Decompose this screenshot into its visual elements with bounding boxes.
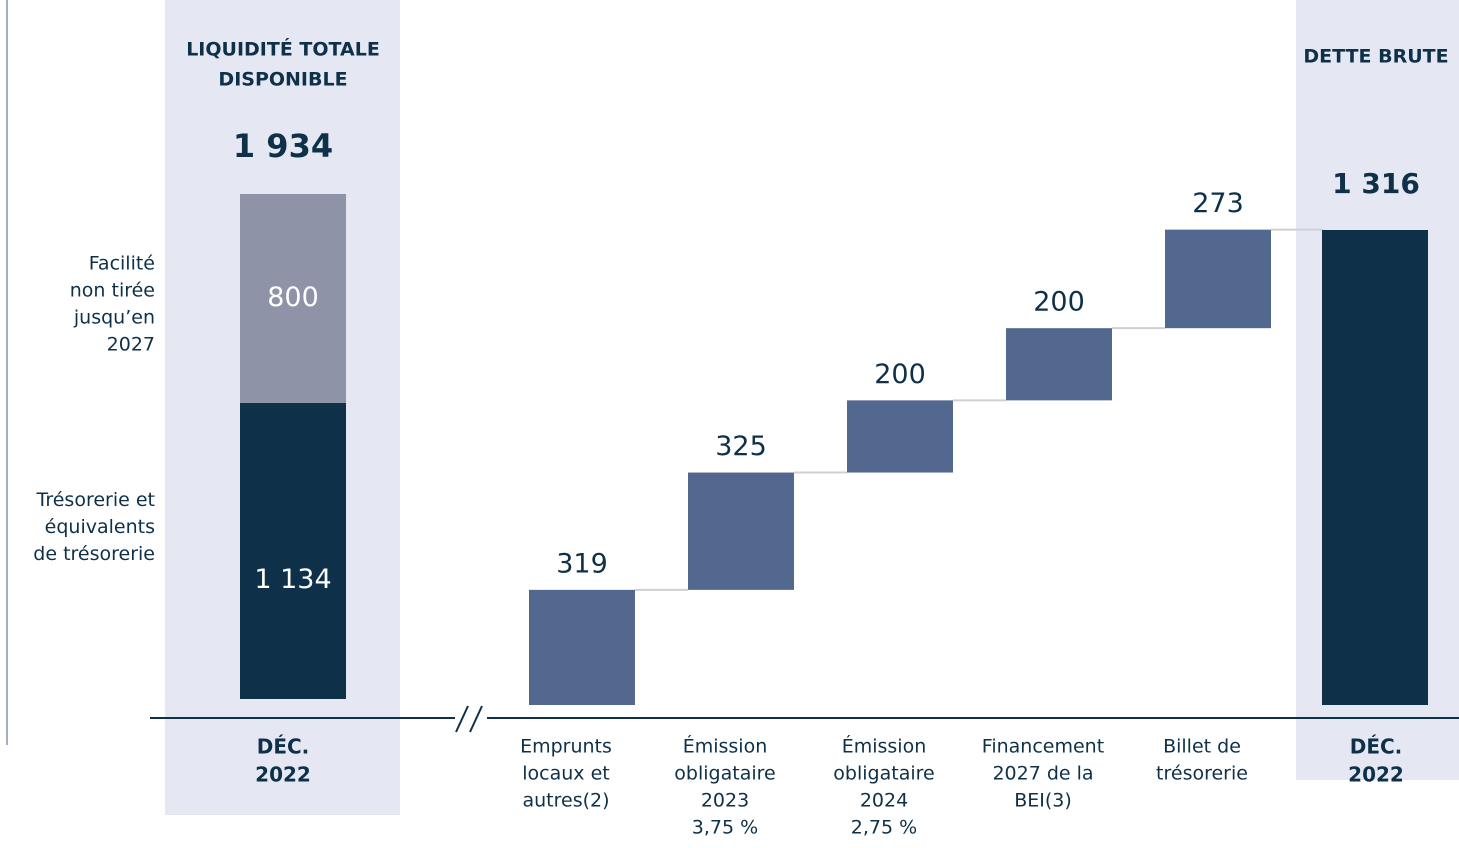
x-tick-label: Émission <box>683 735 768 758</box>
total-bar <box>1322 230 1428 705</box>
total-label: 1 934 <box>233 127 333 165</box>
value-label: 1 134 <box>254 564 331 595</box>
x-tick-label: 2022 <box>1348 763 1404 787</box>
x-tick-label: Billet de <box>1163 736 1241 758</box>
value-label: 200 <box>1033 287 1085 318</box>
legend-label: 2027 <box>107 334 155 356</box>
legend-label: non tirée <box>70 280 155 302</box>
value-label: 273 <box>1192 188 1244 219</box>
axis-break <box>455 705 469 733</box>
x-tick-label: autres(2) <box>522 790 609 812</box>
x-tick-label: obligataire <box>833 763 934 785</box>
x-tick-label: 2022 <box>255 763 311 787</box>
legend-label: de trésorerie <box>33 543 155 565</box>
x-tick-label: DÉC. <box>257 735 310 759</box>
bar-segment <box>240 402 346 699</box>
legend-label: Facilité <box>89 253 155 275</box>
x-tick-label: BEI(3) <box>1014 790 1072 812</box>
legend-label: jusqu’en <box>73 307 155 329</box>
x-tick-label: locaux et <box>522 763 609 785</box>
bar <box>1165 229 1271 329</box>
x-tick-label: Financement <box>982 736 1104 758</box>
value-label: 325 <box>715 431 767 462</box>
panel-title: LIQUIDITÉ TOTALE <box>186 38 380 61</box>
legend-label: Trésorerie et <box>36 489 155 511</box>
x-tick-label: 2024 <box>860 790 908 812</box>
x-tick-label: 2027 de la <box>992 763 1093 785</box>
total-label: 1 316 <box>1332 167 1420 200</box>
x-tick-label: 3,75 % <box>692 817 758 839</box>
axis-break <box>469 705 483 733</box>
bar <box>1006 328 1112 401</box>
value-label: 319 <box>556 548 608 579</box>
x-tick-label: Emprunts <box>520 736 612 758</box>
bar <box>847 400 953 473</box>
value-label: 200 <box>874 359 926 390</box>
bar <box>529 589 635 705</box>
bar <box>688 472 794 590</box>
panel-title: DETTE BRUTE <box>1303 46 1448 68</box>
x-tick-label: DÉC. <box>1350 735 1403 759</box>
x-tick-label: 2023 <box>701 790 749 812</box>
panel-title: DISPONIBLE <box>218 69 347 91</box>
bar-segment <box>240 194 346 403</box>
x-tick-label: Émission <box>842 735 927 758</box>
x-tick-label: obligataire <box>674 763 775 785</box>
x-tick-label: 2,75 % <box>851 817 917 839</box>
legend-label: équivalents <box>45 516 155 538</box>
value-label: 800 <box>267 282 319 313</box>
x-tick-label: trésorerie <box>1156 763 1248 785</box>
